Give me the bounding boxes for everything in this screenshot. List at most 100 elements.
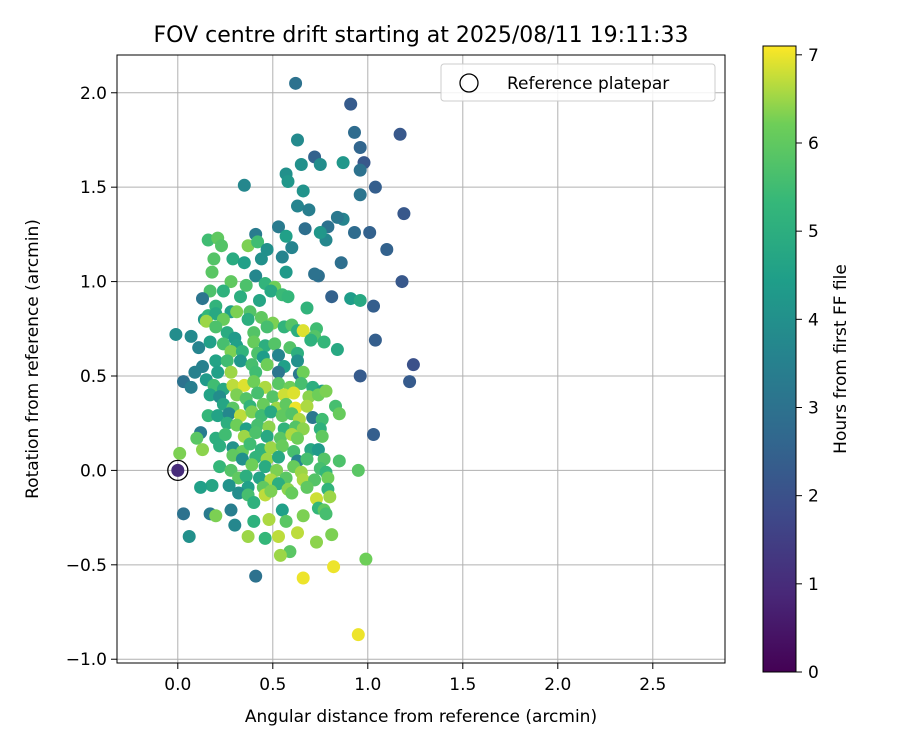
scatter-point <box>247 335 261 349</box>
scatter-point <box>196 443 209 457</box>
scatter-point <box>368 180 382 194</box>
scatter-point <box>300 480 314 494</box>
scatter-point <box>296 571 310 585</box>
scatter-point <box>296 324 310 338</box>
scatter-point <box>296 509 310 523</box>
scatter-point <box>291 526 304 540</box>
colorbar-tick-label: 4 <box>808 310 819 330</box>
scatter-point <box>213 460 227 474</box>
scatter-point <box>279 265 293 279</box>
scatter-point <box>211 365 225 379</box>
scatter-point <box>235 452 249 466</box>
scatter-point <box>245 458 259 472</box>
scatter-point <box>285 486 299 500</box>
scatter-point <box>171 463 185 477</box>
y-tick-label: 1.0 <box>80 273 107 293</box>
scatter-point <box>273 548 287 562</box>
scatter-point <box>243 437 257 451</box>
y-axis-ticks: −1.0 −0.5 0.0 0.5 1.0 1.5 2.0 <box>66 84 117 670</box>
scatter-point <box>325 528 339 542</box>
scatter-point <box>203 335 217 349</box>
scatter-point <box>317 335 331 349</box>
scatter-point <box>367 299 380 313</box>
scatter-point <box>275 503 289 517</box>
scatter-point <box>196 292 209 306</box>
scatter-point <box>380 242 394 256</box>
scatter-point <box>353 141 367 155</box>
scatter-point <box>298 222 312 236</box>
scatter-point <box>247 514 261 528</box>
scatter-point <box>184 329 198 343</box>
scatter-point <box>209 354 223 368</box>
scatter-point <box>239 278 253 292</box>
scatter-point <box>264 405 278 419</box>
scatter-point <box>351 463 365 477</box>
scatter-point <box>403 375 417 389</box>
scatter-point <box>353 188 367 202</box>
scatter-point <box>344 97 358 111</box>
scatter-point <box>211 409 225 423</box>
scatter-point <box>258 460 272 474</box>
scatter-point <box>304 333 318 347</box>
scatter-point <box>272 220 285 234</box>
scatter-point <box>215 239 228 253</box>
chart-title: FOV centre drift starting at 2025/08/11 … <box>154 23 689 48</box>
scatter-point <box>353 369 367 383</box>
scatter-point <box>270 463 284 477</box>
scatter-point <box>397 207 411 221</box>
scatter-point <box>192 341 206 355</box>
x-axis-ticks: 0.0 0.5 1.0 1.5 2.0 2.5 <box>164 663 666 695</box>
colorbar-tick-label: 3 <box>808 398 819 418</box>
scatter-point <box>230 305 244 319</box>
scatter-point <box>395 275 409 289</box>
colorbar: 0 1 2 3 4 5 6 7 Hours from first FF file <box>762 45 851 683</box>
scatter-point <box>336 156 350 170</box>
scatter-point <box>251 386 265 400</box>
colorbar-tick-label: 0 <box>808 663 819 683</box>
scatter-point <box>279 514 293 528</box>
scatter-point <box>367 428 380 442</box>
x-tick-label: 1.5 <box>449 675 476 695</box>
colorbar-label: Hours from first FF file <box>831 264 851 454</box>
scatter-point <box>275 439 289 453</box>
scatter-point <box>237 178 251 192</box>
x-tick-label: 2.5 <box>639 675 666 695</box>
scatter-point <box>272 529 285 543</box>
scatter-point <box>199 314 213 328</box>
scatter-point <box>226 252 240 266</box>
scatter-point <box>353 293 367 307</box>
scatter-point <box>253 293 266 307</box>
scatter-point <box>218 428 232 442</box>
x-tick-label: 2.0 <box>544 675 571 695</box>
scatter-point <box>220 354 234 368</box>
scatter-point <box>239 469 253 483</box>
scatter-point <box>311 443 325 457</box>
scatter-point <box>291 354 304 368</box>
scatter-point <box>351 628 365 642</box>
scatter-point <box>285 241 299 255</box>
scatter-point <box>268 337 282 351</box>
grid-lines <box>117 55 725 663</box>
scatter-point <box>260 320 274 334</box>
scatter-point <box>188 365 202 379</box>
scatter-point <box>348 225 361 239</box>
x-tick-label: 0.5 <box>259 675 286 695</box>
scatter-point <box>279 229 293 243</box>
y-tick-label: −1.0 <box>66 650 107 670</box>
scatter-point <box>321 471 335 485</box>
scatter-point <box>289 76 303 90</box>
scatter-point <box>207 252 221 266</box>
scatter-point <box>194 480 208 494</box>
scatter-point <box>353 163 367 177</box>
colorbar-ticks: 0 1 2 3 4 5 6 7 <box>796 46 819 683</box>
scatter-point <box>209 320 223 334</box>
scatter-point <box>222 479 236 493</box>
colorbar-tick-label: 7 <box>808 46 819 66</box>
scatter-point <box>281 290 295 304</box>
scatter-point <box>260 242 274 256</box>
y-tick-label: 2.0 <box>80 84 107 104</box>
y-axis-label: Rotation from reference (arcmin) <box>23 219 43 499</box>
scatter-point <box>264 484 278 498</box>
y-tick-label: 1.5 <box>80 178 107 198</box>
